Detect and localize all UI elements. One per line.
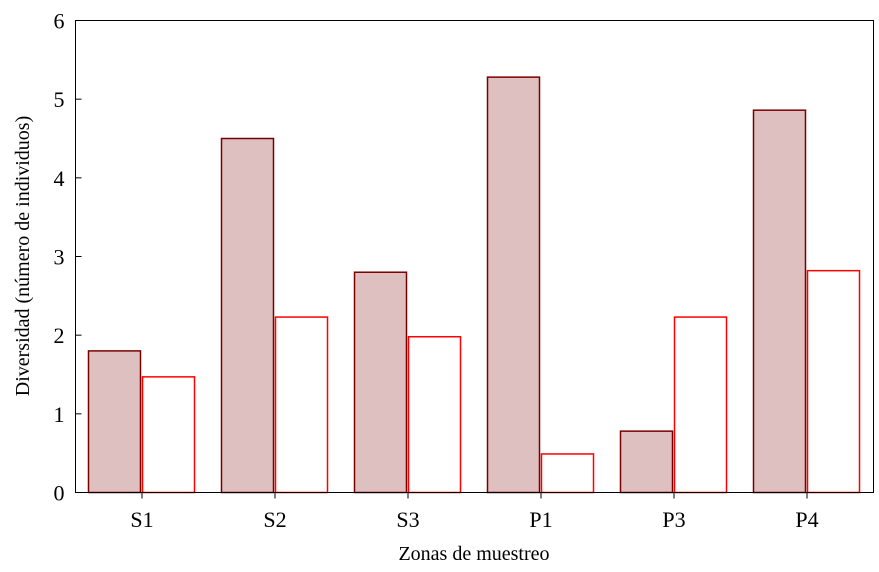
- x-tick-label-s1: S1: [130, 507, 153, 532]
- bar-p1-series-2: [540, 453, 595, 494]
- bar-s2-series-2: [274, 316, 329, 494]
- bars-group: [87, 76, 861, 494]
- x-tick-label-s3: S3: [396, 507, 419, 532]
- x-tick-label-s2: S2: [263, 507, 286, 532]
- bar-p3-series-1: [619, 430, 674, 494]
- bar-p1-series-1: [486, 76, 541, 494]
- y-tick-label: 6: [54, 9, 65, 34]
- x-axis-title: Zonas de muestreo: [398, 543, 549, 565]
- y-tick-label: 5: [54, 87, 65, 112]
- y-axis: 0 1 2 3 4 5 6: [54, 9, 82, 506]
- x-tick-label-p4: P4: [795, 507, 818, 532]
- y-tick-label: 3: [54, 245, 65, 270]
- bar-s1-series-1: [87, 350, 142, 494]
- y-tick-label: 4: [54, 166, 65, 191]
- bar-s1-series-2: [141, 376, 196, 494]
- x-axis: S1 S2 S3 P1 P3 P4: [130, 492, 819, 532]
- bar-p4-series-2: [806, 269, 861, 494]
- bar-s2-series-1: [220, 137, 275, 494]
- bar-s3-series-2: [407, 335, 462, 494]
- y-tick-label: 2: [54, 323, 65, 348]
- x-tick-label-p1: P1: [529, 507, 552, 532]
- y-tick-label: 1: [54, 402, 65, 427]
- bar-s3-series-1: [353, 271, 408, 494]
- x-tick-label-p3: P3: [662, 507, 685, 532]
- bar-p3-series-2: [673, 316, 728, 494]
- y-axis-title: Diversidad (número de individuos): [12, 116, 34, 397]
- y-tick-label: 0: [54, 481, 65, 506]
- bar-p4-series-1: [752, 109, 807, 494]
